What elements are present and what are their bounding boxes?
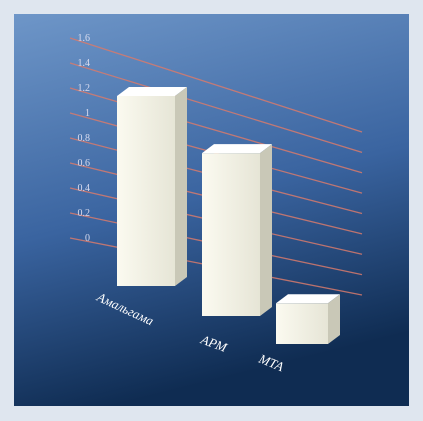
bar-top-face	[202, 144, 272, 154]
y-tick-label: 0.6	[78, 158, 91, 169]
y-tick-label: 1.6	[78, 33, 91, 44]
y-tick-label: 1	[85, 108, 90, 119]
bar-side-face	[175, 87, 187, 286]
y-tick-label: 1.4	[78, 58, 91, 69]
gridline	[69, 37, 363, 133]
bar-top-face	[117, 87, 187, 96]
bar-front-face	[202, 153, 260, 316]
bar-top-face	[276, 294, 340, 304]
bar-2	[202, 144, 272, 316]
y-tick-label: 0	[85, 233, 90, 244]
y-tick-label: 0.4	[78, 183, 91, 194]
y-tick-label: 0.8	[78, 133, 91, 144]
y-tick-labels: 0 0.2 0.4 0.6 0.8 1 1.2 1.4 1.6	[78, 33, 91, 244]
bar-side-face	[328, 294, 340, 344]
bar-3	[276, 294, 340, 344]
bar-side-face	[260, 144, 272, 316]
bar-front-face	[117, 96, 175, 286]
bar-front-face	[276, 303, 328, 344]
bars	[117, 87, 340, 344]
y-tick-label: 0.2	[78, 208, 91, 219]
bar-1	[117, 87, 187, 286]
y-tick-label: 1.2	[78, 83, 91, 94]
gridline	[69, 62, 363, 153]
